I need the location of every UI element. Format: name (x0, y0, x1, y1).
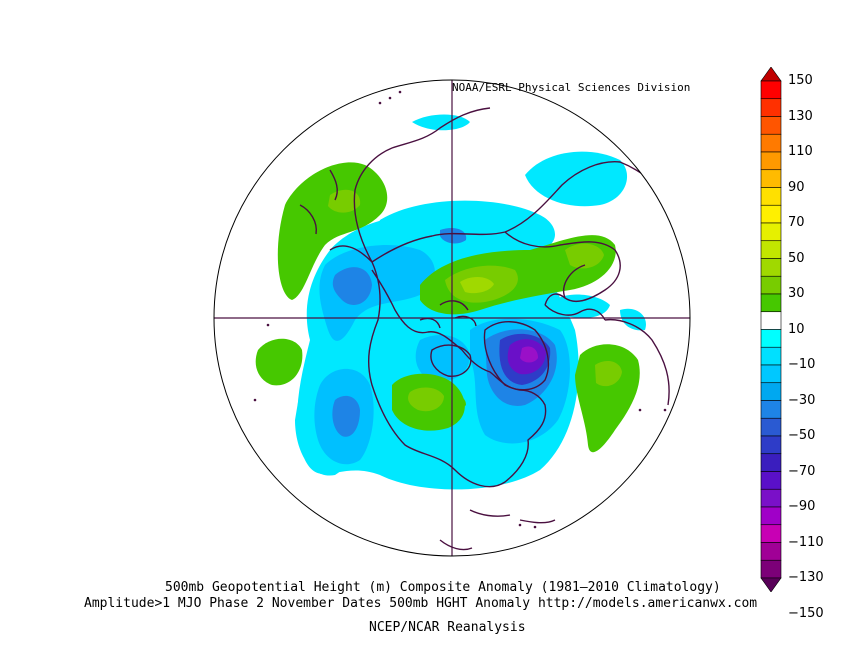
colorbar-label: −110 (788, 534, 824, 550)
colorbar-segment (760, 329, 782, 348)
colorbar-label: 90 (788, 179, 805, 195)
colorbar-segment (760, 417, 782, 437)
negative-anomaly-50-arctic (440, 228, 467, 244)
map-boundary (213, 79, 691, 557)
colorbar-segment (760, 577, 782, 593)
title-line-1: 500mb Geopotential Height (m) Composite … (165, 580, 721, 595)
coastline-europe-africa (604, 318, 670, 406)
coastline-eurasia (371, 161, 676, 306)
colorbar-label: −50 (788, 428, 816, 443)
colorbar-segment (760, 524, 782, 543)
title-line-2: Amplitude>1 MJO Phase 2 November Dates 5… (84, 596, 758, 611)
coastline-caribbean (469, 509, 556, 524)
colorbar-label: −150 (788, 605, 824, 621)
coastline-asia-pacific (353, 107, 491, 263)
colorbar-label: −10 (788, 357, 816, 372)
colorbar-segment (760, 435, 782, 455)
coastline-hudson-bay (430, 344, 472, 377)
colorbar-label: 30 (788, 286, 805, 301)
colorbar-svg (760, 66, 782, 593)
colorbar-segment (760, 133, 782, 153)
colorbar-segment (760, 311, 782, 330)
colorbar-segment (760, 187, 782, 206)
colorbar-label: −30 (788, 392, 816, 408)
graticule (214, 80, 690, 556)
positive-anomaly-europe-east (565, 243, 604, 269)
source-text: NCEP/NCAR Reanalysis (369, 620, 526, 635)
colorbar-segment (760, 382, 782, 401)
colorbar-segment (760, 471, 782, 490)
negative-anomaly-siberia (525, 151, 628, 207)
negative-anomaly-110 (520, 346, 538, 363)
colorbar-label: 10 (788, 321, 805, 337)
colorbar-segment (760, 364, 782, 384)
anomaly-shading (255, 114, 646, 490)
coastline-scandinavia (544, 264, 606, 321)
colorbar-label: 110 (788, 144, 813, 159)
positive-anomaly-atlantic-east (575, 344, 640, 453)
colorbar-segment (760, 116, 782, 135)
positive-anomaly-pacific-west (255, 338, 303, 386)
colorbar-label: −90 (788, 499, 816, 514)
coastline-japan (299, 169, 338, 235)
colorbar-segment (760, 275, 782, 295)
colorbar-label: 70 (788, 215, 805, 230)
colorbar-label: −70 (788, 463, 816, 479)
colorbar-segment (760, 346, 782, 366)
coastlines (299, 107, 676, 551)
coastline-north-america (329, 245, 547, 488)
colorbar (760, 66, 782, 593)
credit-text: NOAA/ESRL Physical Sciences Division (452, 81, 691, 94)
colorbar-segment (760, 80, 782, 100)
colorbar-segment (760, 293, 782, 313)
negative-anomaly-50 (332, 267, 372, 305)
positive-anomaly-canada-inner (408, 387, 444, 412)
colorbar-segment (760, 506, 782, 526)
colorbar-label: 130 (788, 108, 813, 124)
positive-anomaly-atlantic-east-inner (595, 360, 622, 387)
colorbar-segment (760, 151, 782, 171)
colorbar-segment (760, 66, 782, 82)
colorbar-segment (760, 559, 782, 579)
positive-anomaly-pacific-north (277, 162, 388, 300)
colorbar-segment (760, 258, 782, 277)
colorbar-segment (760, 240, 782, 259)
negative-anomaly-50-pacific (332, 395, 360, 437)
coastline-south-america-tip (439, 539, 473, 551)
coastline-greenland (483, 321, 550, 391)
colorbar-label: −130 (788, 570, 824, 585)
colorbar-segment (760, 453, 782, 472)
colorbar-segment (760, 98, 782, 117)
colorbar-segment (760, 542, 782, 561)
colorbar-label: 50 (788, 250, 805, 266)
colorbar-segment (760, 400, 782, 419)
colorbar-segment (760, 222, 782, 242)
colorbar-segment (760, 204, 782, 224)
colorbar-segment (760, 488, 782, 508)
colorbar-segment (760, 169, 782, 188)
colorbar-label: 150 (788, 73, 813, 88)
islands-dots (253, 90, 667, 529)
positive-anomaly-eurasia-core (460, 276, 494, 294)
